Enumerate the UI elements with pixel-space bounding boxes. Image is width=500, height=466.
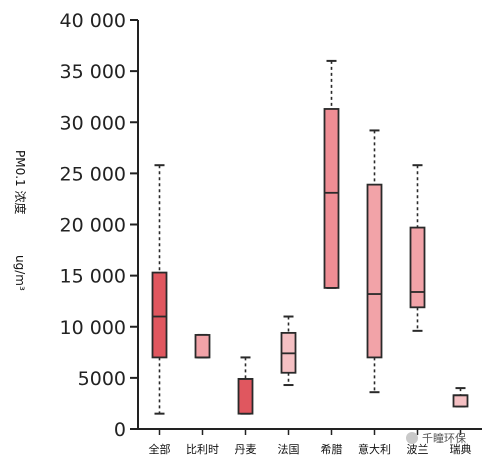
box-body — [194, 334, 211, 359]
box-1 — [151, 164, 168, 415]
y-tick-label: 35 000 — [60, 61, 126, 83]
watermark-logo-icon — [406, 432, 418, 444]
box-3 — [237, 356, 254, 415]
watermark: 千瞳环保 — [406, 431, 466, 445]
x-tick-label: 丹麦 — [235, 443, 257, 456]
x-axis: 全部 比利时 丹麦 法国 希腊 意大利 波兰 瑞典 — [138, 428, 482, 456]
box-5 — [323, 59, 340, 289]
x-tick-label: 瑞典 — [450, 442, 472, 456]
x-tick-label: 法国 — [278, 442, 300, 456]
y-axis-title: PM0.1 浓度 ug/m³ — [13, 150, 28, 291]
box-body — [452, 394, 469, 408]
box-body — [323, 108, 340, 289]
y-tick-label: 5000 — [78, 368, 126, 390]
boxes-layer — [151, 59, 469, 415]
x-tick-label: 希腊 — [321, 442, 343, 456]
box-body — [151, 271, 168, 359]
y-tick-label: 0 — [114, 419, 126, 441]
x-tick-label: 全部 — [149, 442, 171, 456]
x-tick-label: 比利时 — [186, 443, 219, 456]
box-6 — [366, 129, 383, 394]
y-tick-label: 15 000 — [60, 266, 126, 288]
box-body — [237, 377, 254, 415]
box-2 — [194, 333, 211, 359]
box-8 — [452, 387, 469, 408]
y-tick-label: 25 000 — [60, 163, 126, 185]
y-axis-unit: ug/m³ — [13, 255, 27, 291]
box-7 — [409, 164, 426, 332]
watermark-text: 千瞳环保 — [422, 431, 466, 445]
y-tick-label: 20 000 — [60, 215, 126, 237]
y-tick-label: 30 000 — [60, 112, 126, 134]
y-axis: 0 5000 10 000 15 000 20 000 25 000 30 000 35 00… — [60, 10, 139, 441]
box-body — [409, 226, 426, 309]
y-tick-label: 40 000 — [60, 10, 126, 32]
box-4 — [280, 315, 297, 387]
x-tick-label: 波兰 — [407, 443, 429, 456]
box-body — [366, 183, 383, 359]
y-axis-label: PM0.1 浓度 — [13, 150, 28, 215]
y-tick-label: 10 000 — [60, 317, 126, 339]
x-tick-label: 意大利 — [358, 442, 391, 456]
